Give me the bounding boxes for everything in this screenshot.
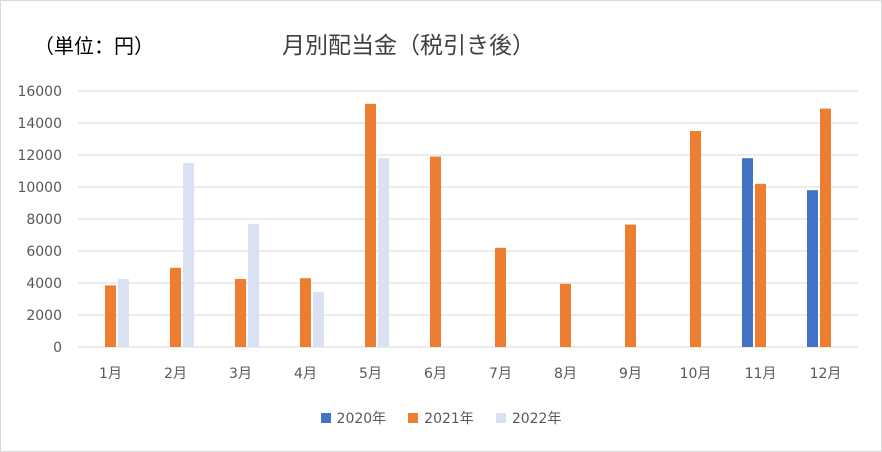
y-tick-label: 4000 xyxy=(26,276,62,292)
x-tick-label: 3月 xyxy=(229,366,252,382)
bar-2021年-6月 xyxy=(430,156,441,347)
bar-2021年-10月 xyxy=(690,131,701,347)
legend-item: 2021年 xyxy=(408,408,474,428)
x-tick-label: 8月 xyxy=(554,366,577,382)
unit-label: （単位：円） xyxy=(34,34,154,58)
legend-swatch xyxy=(408,413,419,423)
x-tick-label: 9月 xyxy=(619,366,642,382)
bar-2021年-2月 xyxy=(170,267,181,347)
bar-2022年-5月 xyxy=(378,158,389,347)
x-tick-label: 1月 xyxy=(99,366,122,382)
y-tick-label: 10000 xyxy=(17,180,62,196)
gridlines xyxy=(78,90,858,348)
x-tick-label: 7月 xyxy=(489,366,512,382)
y-tick-label: 8000 xyxy=(26,212,62,228)
y-tick-label: 14000 xyxy=(17,116,62,132)
legend: 2020年 2021年 2022年 xyxy=(0,408,882,428)
x-tick-label: 6月 xyxy=(424,366,447,382)
bar-2022年-3月 xyxy=(248,223,259,347)
bar-2021年-8月 xyxy=(560,283,571,347)
bar-2020年-12月 xyxy=(807,190,818,347)
bar-2022年-2月 xyxy=(183,163,194,347)
legend-swatch xyxy=(495,413,506,423)
legend-swatch xyxy=(320,413,331,423)
bar-2020年-11月 xyxy=(742,158,753,347)
bar-2021年-3月 xyxy=(235,279,246,347)
x-axis-ticks: 1月 2月 3月 4月 5月 6月 7月 8月 9月 10月 11月 12月 xyxy=(99,366,841,382)
x-tick-label: 12月 xyxy=(810,366,842,382)
bar-2021年-11月 xyxy=(755,183,766,347)
y-tick-label: 12000 xyxy=(17,148,62,164)
y-tick-label: 6000 xyxy=(26,244,62,260)
bar-2021年-1月 xyxy=(105,285,116,347)
bar-2021年-5月 xyxy=(365,103,376,347)
bar-2022年-4月 xyxy=(313,291,324,347)
legend-label: 2022年 xyxy=(511,411,562,427)
bar-2021年-9月 xyxy=(625,224,636,347)
legend-label: 2020年 xyxy=(336,411,387,427)
x-tick-label: 5月 xyxy=(359,366,382,382)
x-tick-label: 2月 xyxy=(164,366,187,382)
legend-label: 2021年 xyxy=(424,411,474,427)
bar-2021年-7月 xyxy=(495,247,506,347)
bar-2021年-4月 xyxy=(300,278,311,347)
y-axis-ticks: 0 2000 4000 6000 8000 10000 12000 14000 16000 xyxy=(17,84,62,356)
y-tick-label: 16000 xyxy=(17,84,62,100)
x-tick-label: 11月 xyxy=(745,366,777,382)
bars xyxy=(105,103,831,347)
bar-2021年-12月 xyxy=(820,108,831,347)
x-tick-label: 10月 xyxy=(680,366,712,382)
y-tick-label: 0 xyxy=(53,340,62,356)
chart-title: 月別配当金（税引き後） xyxy=(282,33,535,59)
y-tick-label: 2000 xyxy=(26,308,62,324)
x-tick-label: 4月 xyxy=(294,366,317,382)
bar-2022年-1月 xyxy=(118,279,129,347)
legend-item: 2022年 xyxy=(495,408,562,428)
legend-item: 2020年 xyxy=(320,408,387,428)
